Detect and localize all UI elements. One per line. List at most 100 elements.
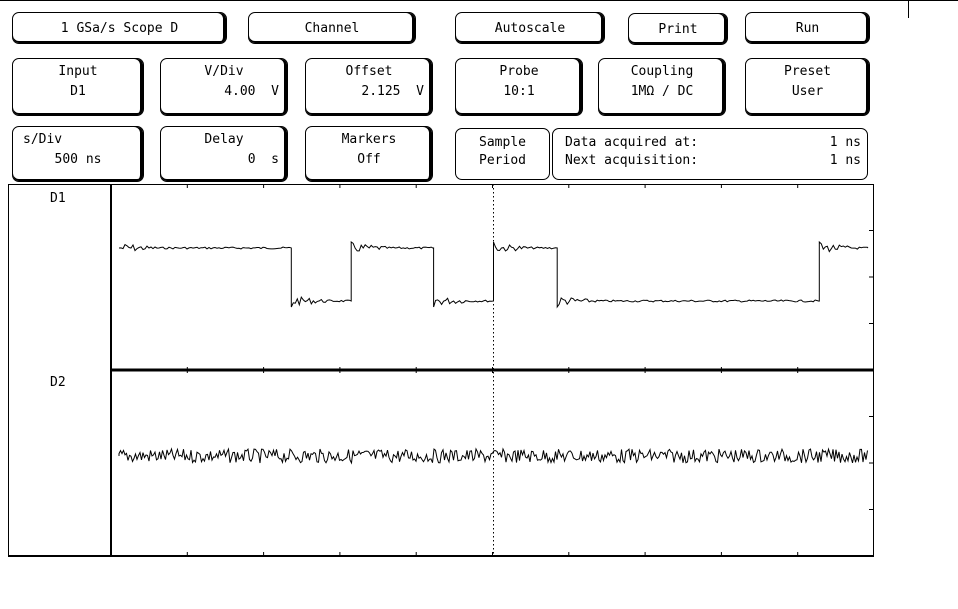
center-dot bbox=[493, 468, 494, 470]
center-dot bbox=[493, 360, 494, 362]
d1-channel-label: D1 bbox=[50, 191, 66, 206]
acquisition-info-box: Data acquired at: 1 ns Next acquisition:… bbox=[552, 128, 868, 180]
center-dot bbox=[493, 184, 494, 186]
center-dot bbox=[493, 508, 494, 510]
next-acq-row: Next acquisition: 1 ns bbox=[553, 153, 867, 168]
center-dot bbox=[493, 492, 494, 494]
center-dot bbox=[493, 520, 494, 522]
center-dot bbox=[493, 340, 494, 342]
input-label: Input bbox=[58, 64, 98, 79]
probe-button[interactable]: Probe 10:1 bbox=[455, 58, 583, 116]
center-dot bbox=[493, 464, 494, 466]
markers-value: Off bbox=[357, 152, 381, 167]
center-dot bbox=[493, 500, 494, 502]
center-dot bbox=[493, 240, 494, 242]
center-dot bbox=[493, 208, 494, 210]
channel-button[interactable]: Channel bbox=[248, 12, 416, 44]
d2-waveform bbox=[118, 447, 868, 465]
scope-title-button[interactable]: 1 GSa/s Scope D bbox=[12, 12, 227, 44]
center-dot bbox=[493, 392, 494, 394]
center-dot bbox=[493, 400, 494, 402]
offset-button[interactable]: Offset 2.125 V bbox=[305, 58, 433, 116]
sdiv-label: s/Div bbox=[23, 132, 63, 147]
markers-button[interactable]: Markers Off bbox=[305, 126, 433, 182]
d2-channel-label: D2 bbox=[50, 375, 66, 390]
plot-bottom-border bbox=[8, 556, 874, 557]
print-button[interactable]: Print bbox=[628, 13, 728, 45]
right-separator bbox=[908, 0, 909, 18]
center-dot bbox=[493, 484, 494, 486]
center-dot bbox=[493, 376, 494, 378]
center-dot bbox=[493, 472, 494, 474]
run-label: Run bbox=[795, 20, 820, 36]
run-button[interactable]: Run bbox=[745, 12, 870, 44]
center-dot bbox=[493, 348, 494, 350]
center-dot bbox=[493, 552, 494, 554]
center-dot bbox=[493, 524, 494, 526]
center-dot bbox=[493, 304, 494, 306]
center-dot bbox=[493, 384, 494, 386]
autoscale-button[interactable]: Autoscale bbox=[455, 12, 605, 44]
vdiv-label: V/Div bbox=[204, 64, 244, 79]
probe-label: Probe bbox=[499, 64, 539, 79]
delay-button[interactable]: Delay 0 s bbox=[160, 126, 288, 182]
center-dot bbox=[493, 528, 494, 530]
input-button[interactable]: Input D1 bbox=[12, 58, 144, 116]
center-dot bbox=[493, 352, 494, 354]
markers-label: Markers bbox=[341, 132, 397, 147]
center-dot bbox=[493, 516, 494, 518]
center-dot bbox=[493, 372, 494, 374]
center-dot bbox=[493, 312, 494, 314]
preset-button[interactable]: Preset User bbox=[745, 58, 870, 116]
sdiv-button[interactable]: s/Div 500 ns bbox=[12, 126, 144, 182]
offset-label: Offset bbox=[345, 64, 393, 79]
center-dot bbox=[493, 420, 494, 422]
center-dot bbox=[493, 216, 494, 218]
top-border bbox=[0, 0, 958, 1]
waveform-display[interactable]: D1 D2 bbox=[8, 184, 874, 556]
delay-label: Delay bbox=[204, 132, 244, 147]
center-dot bbox=[493, 452, 494, 454]
center-dot bbox=[493, 232, 494, 234]
center-dot bbox=[493, 192, 494, 194]
center-dot bbox=[493, 536, 494, 538]
center-dot bbox=[493, 424, 494, 426]
d1-waveform bbox=[118, 240, 869, 309]
offset-value: 2.125 V bbox=[361, 84, 424, 99]
autoscale-label: Autoscale bbox=[494, 20, 566, 36]
sample-label: Sample bbox=[479, 135, 526, 150]
center-dot bbox=[493, 460, 494, 462]
center-dot bbox=[493, 204, 494, 206]
center-dot bbox=[493, 396, 494, 398]
center-dot bbox=[493, 344, 494, 346]
next-acq-label: Next acquisition: bbox=[565, 153, 699, 168]
print-label: Print bbox=[658, 21, 698, 37]
coupling-button[interactable]: Coupling 1MΩ / DC bbox=[598, 58, 726, 116]
center-dot bbox=[493, 408, 494, 410]
center-dot bbox=[493, 196, 494, 198]
center-dot bbox=[493, 448, 494, 450]
waveform-svg: D1 D2 bbox=[8, 184, 874, 556]
next-acq-value: 1 ns bbox=[829, 153, 861, 168]
center-dot bbox=[493, 220, 494, 222]
center-dot bbox=[493, 444, 494, 446]
center-dot bbox=[493, 496, 494, 498]
center-dot bbox=[493, 512, 494, 514]
center-dot bbox=[493, 404, 494, 406]
acquired-value: 1 ns bbox=[829, 135, 861, 150]
center-dot bbox=[493, 480, 494, 482]
center-dot bbox=[493, 428, 494, 430]
probe-value: 10:1 bbox=[503, 84, 535, 99]
center-dot bbox=[493, 328, 494, 330]
center-dot bbox=[493, 332, 494, 334]
delay-value: 0 s bbox=[247, 152, 279, 167]
center-dot bbox=[493, 540, 494, 542]
center-dot bbox=[493, 336, 494, 338]
acquired-label: Data acquired at: bbox=[565, 135, 699, 150]
sdiv-value: 500 ns bbox=[54, 152, 102, 167]
coupling-value: 1MΩ / DC bbox=[630, 84, 694, 99]
vdiv-button[interactable]: V/Div 4.00 V bbox=[160, 58, 288, 116]
center-dot bbox=[493, 436, 494, 438]
coupling-label: Coupling bbox=[630, 64, 694, 79]
center-dot bbox=[493, 504, 494, 506]
